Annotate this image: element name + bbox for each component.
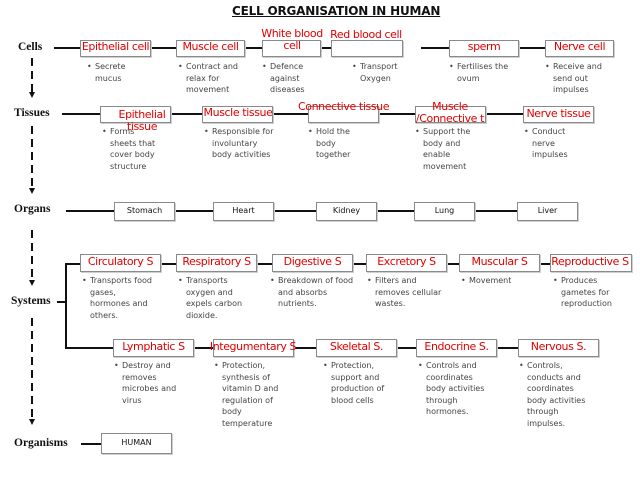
cell-desc-nerve: • Receive and send out impulses [545,62,602,94]
tissue-node-connective [308,106,379,123]
organism-node-human [101,433,172,454]
diagram-title: CELL ORGANISATION IN HUMAN [232,4,441,18]
organ-label-lung: Lung [434,206,455,215]
tissue-node-nerve [523,106,594,123]
level-cells: Cells [18,41,43,53]
system-node-lymphatic [113,339,194,357]
system-desc-skeletal: • Protection, support and production of b… [323,361,385,405]
arrow-down-icon [29,280,35,286]
cell-desc-white-blood: • Defence against diseases [262,62,305,94]
organ-node-liver [517,202,578,221]
tissue-desc-epithelial: • Forms sheets that cover body structure [102,127,156,171]
system-node-circulatory [80,254,161,272]
system-node-reproductive [550,254,632,272]
system-label-skeletal: Skeletal S. [329,340,384,353]
system-desc-muscular: • Movement [461,276,512,285]
system-desc-reproductive: • Produces gametes for reproduction [553,276,612,308]
organ-label-stomach: Stomach [126,206,163,215]
system-label-nervous: Nervous S. [530,340,587,353]
level-systems: Systems [11,295,51,307]
cell-desc-red-blood: • Transport Oxygen [352,62,398,83]
organ-node-kidney [316,202,377,221]
system-node-excretory [366,254,447,272]
tissue-label-connective: Connective tissue [298,100,390,113]
cell-node-muscle [176,40,245,57]
organism-label-human: HUMAN [121,438,152,447]
cell-desc-muscle: • Contract and relax for movement [178,62,239,94]
tissue-label-nerve: Nerve tissue [526,107,591,120]
cell-label-epithelial: Epithelial cell [81,40,150,53]
level-organisms: Organisms [14,437,68,449]
system-desc-respiratory: • Transports oxygen and expels carbon dio… [178,276,243,320]
tissue-label-epithelial: Epithelial tissue [118,108,166,133]
tissue-node-epithelial [100,106,171,123]
level-organs: Organs [14,203,51,215]
cell-desc-epithelial: • Secrete mucus [87,62,126,83]
cell-node-white-blood [262,40,321,57]
level-tissues: Tissues [14,107,50,119]
system-desc-excretory: • Filters and removes cellular wastes. [367,276,442,308]
tissue-desc-nerve: • Conduct nerve impulses [524,127,568,159]
cell-node-sperm [449,40,519,57]
system-label-excretory: Excretory S [377,255,436,268]
system-desc-nervous: • Controls, conducts and coordinates body… [519,361,586,428]
arrow-down-icon [29,92,35,98]
cell-node-nerve [545,40,614,57]
system-node-integumentary [213,339,294,357]
cell-label-sperm: sperm [467,40,501,53]
system-label-circulatory: Circulatory S [87,255,154,268]
arrow-down-icon [29,188,35,194]
cell-label-muscle: Muscle cell [182,40,239,53]
tissue-desc-connective: • Hold the body together [308,127,351,159]
organ-node-lung [414,202,475,221]
organ-node-heart [213,202,274,221]
system-node-respiratory [176,254,257,272]
system-node-muscular [459,254,540,272]
tissue-label-muscle-connective: Muscle /Connective t [415,100,485,125]
cell-node-red-blood [331,40,403,57]
system-desc-integumentary: • Protection, synthesis of vitamin D and … [214,361,279,428]
tissue-node-muscle [202,106,273,123]
system-label-endocrine: Endocrine S. [424,340,489,353]
tissue-desc-muscle-connective: • Support the body and enable movement [415,127,471,171]
system-label-muscular: Muscular S [471,255,528,268]
organ-label-liver: Liver [537,206,558,215]
cell-desc-sperm: • Fertilises the ovum [449,62,509,83]
system-label-respiratory: Respiratory S [182,255,251,268]
organ-node-stomach [114,202,175,221]
cell-node-epithelial [80,40,151,57]
system-node-skeletal [316,339,397,357]
organ-label-heart: Heart [232,206,255,215]
system-desc-lymphatic: • Destroy and removes microbes and virus [114,361,177,405]
system-desc-digestive: • Breakdown of food and absorbs nutrients… [270,276,354,308]
system-label-reproductive: Reproductive S [551,255,629,268]
cell-label-white-blood: White blood cell [261,27,323,52]
system-desc-circulatory: • Transports food gases, hormones and oth… [82,276,152,320]
arrow-down-icon [29,419,35,425]
system-node-digestive [272,254,353,272]
organ-label-kidney: Kidney [332,206,361,215]
system-label-integumentary: Integumentary S [209,340,297,353]
cell-label-nerve: Nerve cell [553,40,606,53]
tissue-node-muscle-connective [415,106,486,123]
system-node-endocrine [416,339,497,357]
system-desc-endocrine: • Controls and coordinates body activitie… [418,361,485,416]
system-label-lymphatic: Lymphatic S [122,340,185,353]
system-label-digestive: Digestive S [283,255,342,268]
system-node-nervous [518,339,599,357]
cell-label-red-blood: Red blood cell [330,28,402,41]
tissue-label-muscle: Muscle tissue [203,106,273,119]
tissue-desc-muscle: • Responsible for involuntary body activi… [204,127,274,159]
